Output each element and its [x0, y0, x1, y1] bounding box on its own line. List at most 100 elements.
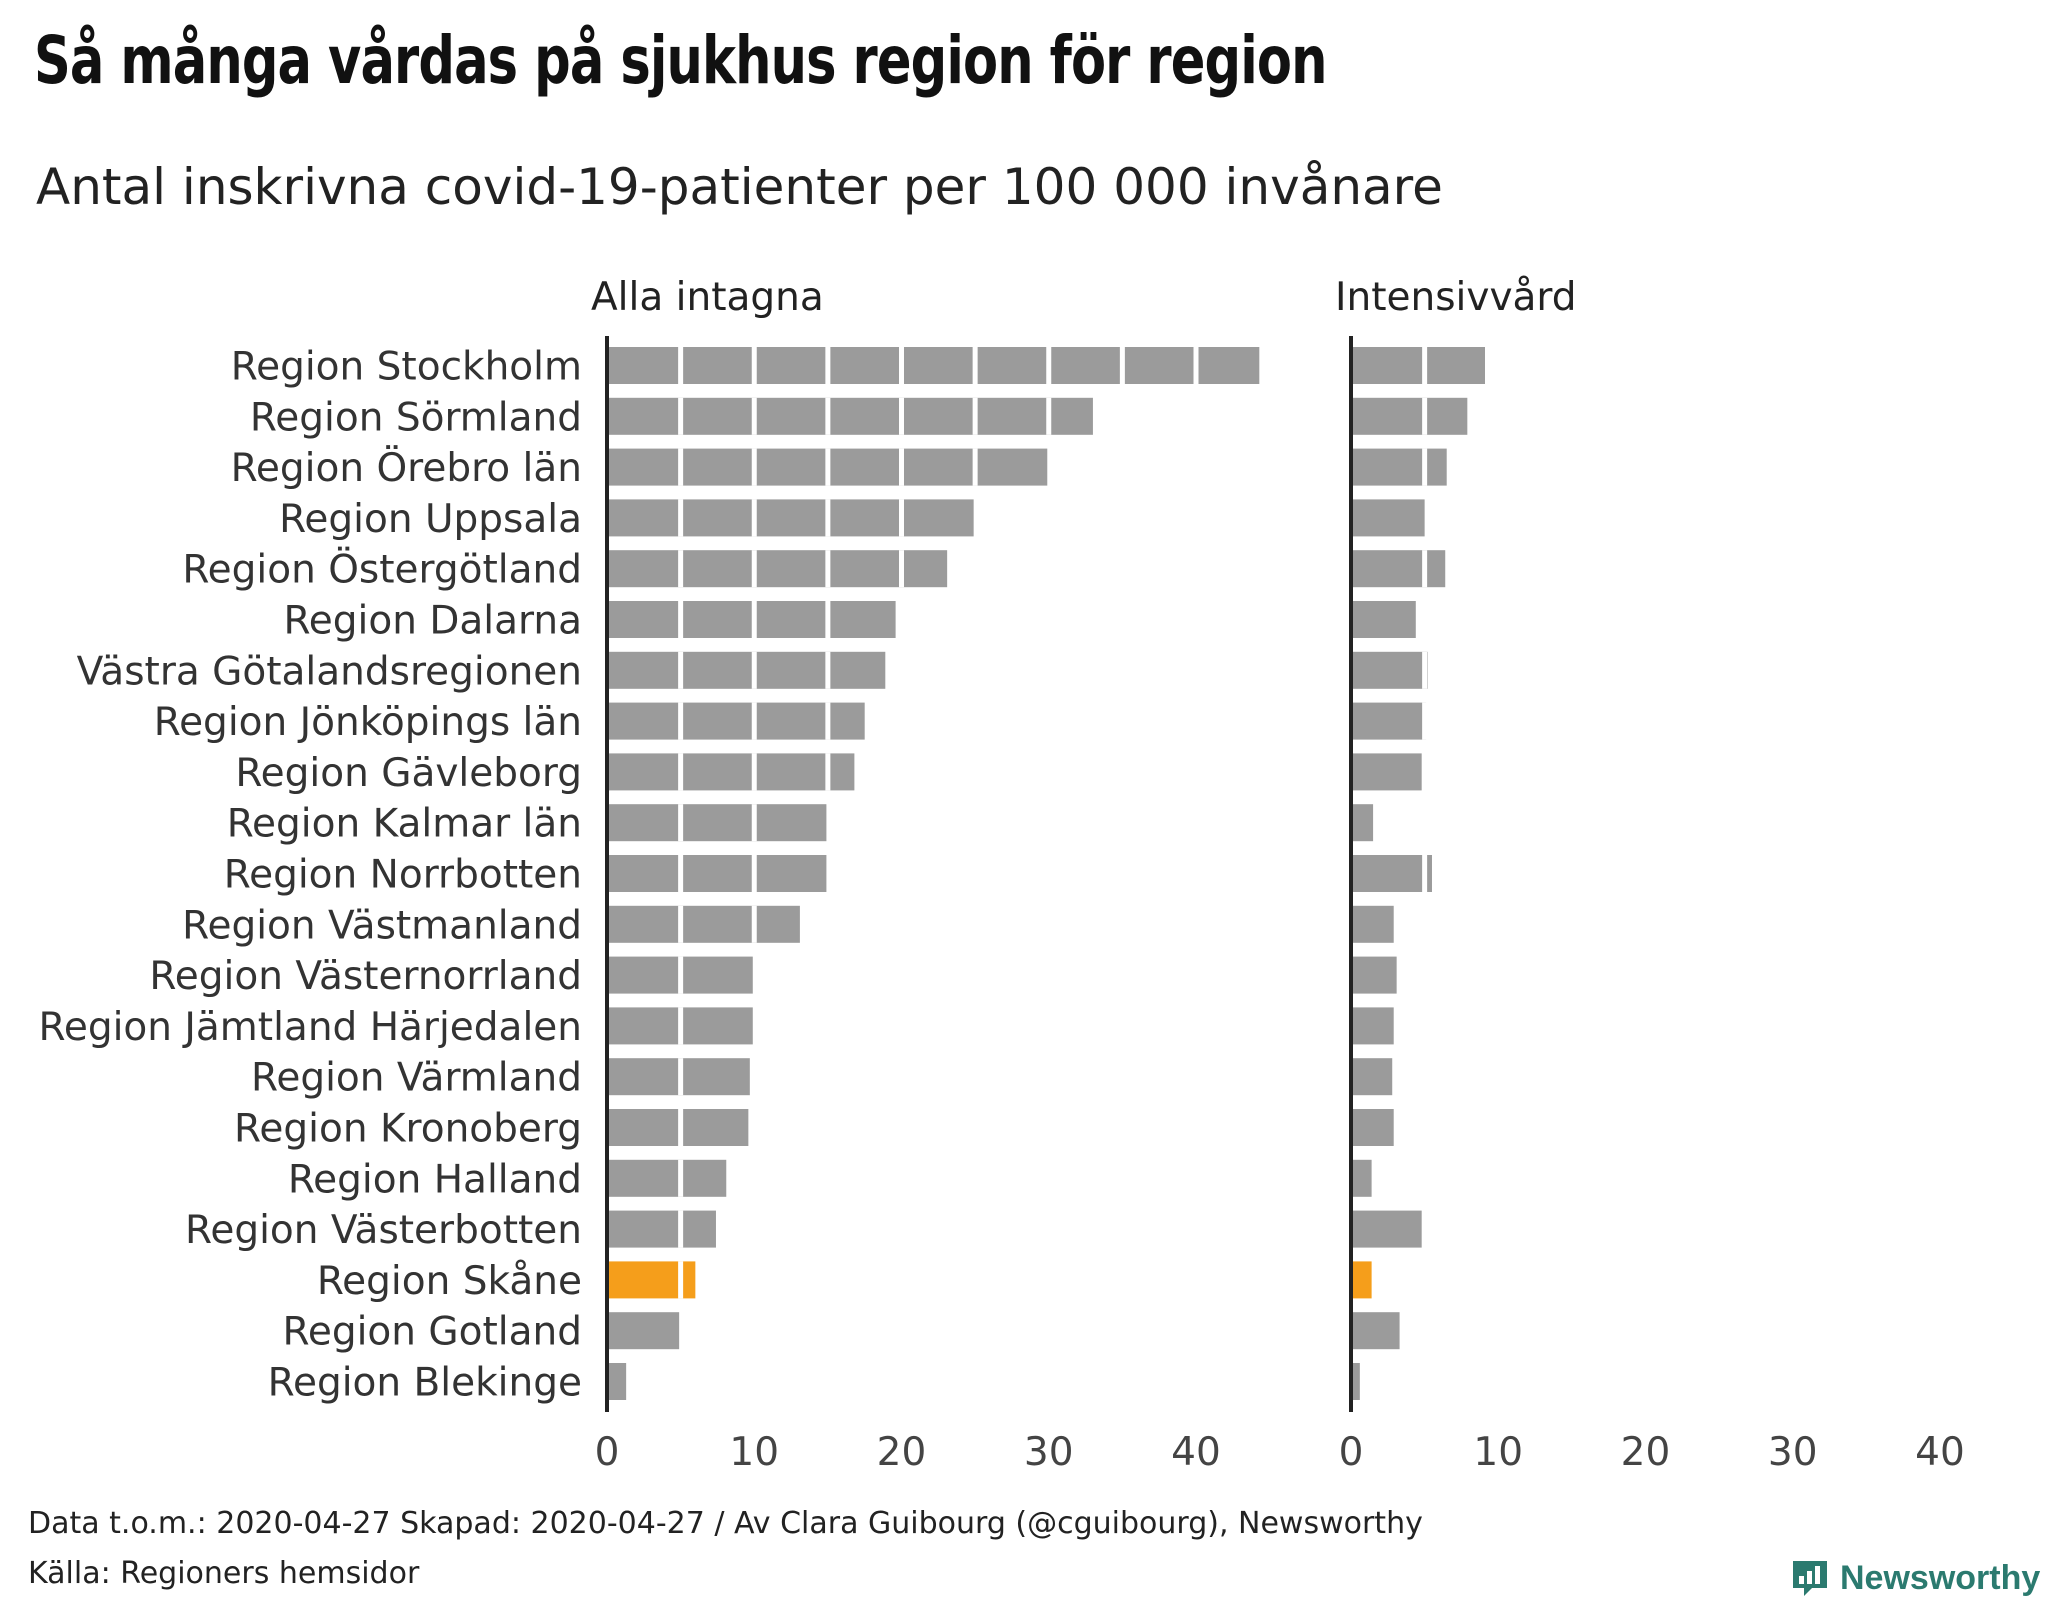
bar-segment-gap [751, 397, 757, 435]
category-label-region-gavleborg: Region Gävleborg [235, 751, 582, 796]
bar-alla-intagna-region-halland [607, 1159, 727, 1197]
bar-segment-gap [678, 397, 684, 435]
bar-segment-gap [751, 855, 757, 892]
newsworthy-logo[interactable]: Newsworthy [1790, 1558, 2040, 1598]
category-label-region-halland: Region Halland [288, 1157, 582, 1202]
bar-intensivvard-region-jonkopings-lan [1351, 702, 1427, 740]
bar-segment-gap [751, 550, 757, 588]
bar-intensivvard-region-gavleborg [1351, 753, 1422, 791]
bar-segment-gap [751, 905, 757, 943]
category-label-region-uppsala: Region Uppsala [279, 497, 582, 542]
chart-title: Så många vårdas på sjukhus region för re… [34, 22, 1327, 99]
bar-segment-gap [899, 347, 904, 384]
bar-segment-gap [825, 499, 831, 537]
bar-intensivvard-region-skane [1351, 1261, 1372, 1299]
bar-segment-gap [678, 1261, 684, 1299]
bar-segment-gap [1046, 347, 1052, 384]
x-tick-label-intensivvard: 30 [1768, 1430, 1818, 1470]
bar-segment-gap [678, 804, 684, 842]
category-label-vastra-gotalandsregionen: Västra Götalandsregionen [77, 649, 582, 694]
category-label-region-ostergotland: Region Östergötland [182, 547, 582, 593]
bar-intensivvard-region-gotland [1351, 1312, 1400, 1350]
bar-intensivvard-region-uppsala [1351, 499, 1425, 537]
bar-segment-gap [751, 347, 757, 384]
x-tick-label-alla-intagna: 30 [1024, 1430, 1074, 1470]
bar-segment-gap [678, 1109, 684, 1146]
bar-alla-intagna-region-stockholm [607, 347, 1260, 384]
category-label-region-orebro-lan: Region Örebro län [231, 445, 582, 491]
bar-intensivvard-region-dalarna [1351, 601, 1416, 638]
category-label-region-kalmar-lan: Region Kalmar län [227, 802, 582, 847]
bar-segment-gap [1193, 347, 1199, 384]
bar-chart-logo-icon [1793, 1561, 1827, 1596]
bar-segment-gap [751, 804, 757, 842]
bar-segment-gap [972, 397, 978, 435]
bar-segment-gap [751, 448, 757, 486]
bar-segment-gap [825, 601, 831, 638]
chart-subtitle: Antal inskrivna covid-19-patienter per 1… [36, 158, 1443, 216]
x-tick-label-intensivvard: 40 [1915, 1430, 1965, 1470]
bar-intensivvard-region-jamtland-harjedalen [1351, 1007, 1394, 1045]
bar-segment-gap [1119, 347, 1125, 384]
bar-intensivvard-region-kalmar-lan [1351, 804, 1374, 842]
panel-title-alla-intagna: Alla intagna [591, 275, 824, 320]
bar-segment-gap [1422, 702, 1428, 740]
x-tick-label-intensivvard: 20 [1621, 1430, 1671, 1470]
bar-segment-gap [825, 347, 831, 384]
category-label-region-stockholm: Region Stockholm [231, 345, 582, 390]
x-tick-label-alla-intagna: 0 [595, 1430, 620, 1470]
bar-alla-intagna-region-sormland [607, 397, 1093, 435]
bar-segment-gap [1422, 651, 1428, 689]
x-tick-label-intensivvard: 0 [1339, 1430, 1364, 1470]
footer-credits: Data t.o.m.: 2020-04-27 Skapad: 2020-04-… [28, 1506, 1423, 1541]
bar-intensivvard-region-vasternorrland [1351, 956, 1397, 994]
bar-segment-gap [678, 347, 684, 384]
category-label-region-sormland: Region Sörmland [250, 395, 582, 440]
bar-intensivvard-region-orebro-lan [1351, 448, 1447, 486]
footer-source: Källa: Regioners hemsidor [28, 1556, 420, 1591]
bar-segment-gap [972, 347, 978, 384]
bar-segment-gap [678, 499, 684, 537]
bar-alla-intagna-vastra-gotalandsregionen [607, 651, 886, 689]
bar-segment-gap [678, 753, 684, 791]
x-tick-label-intensivvard: 10 [1473, 1430, 1523, 1470]
panel-title-intensivvard: Intensivvård [1335, 275, 1577, 320]
bar-segment-gap [678, 702, 684, 740]
bar-alla-intagna-region-jonkopings-lan [607, 702, 865, 740]
bar-segment-gap [678, 550, 684, 588]
category-label-region-dalarna: Region Dalarna [283, 599, 582, 644]
bar-segment-gap [1046, 397, 1052, 435]
bar-segment-gap [899, 499, 904, 537]
category-label-region-blekinge: Region Blekinge [268, 1361, 582, 1406]
bar-segment-gap [1422, 855, 1428, 892]
category-label-region-jamtland-harjedalen: Region Jämtland Härjedalen [39, 1005, 583, 1050]
category-label-region-vastmanland: Region Västmanland [182, 903, 582, 948]
bar-segment-gap [678, 1210, 684, 1248]
bar-intensivvard-region-halland [1351, 1159, 1372, 1197]
bar-intensivvard-region-kronoberg [1351, 1109, 1394, 1146]
bar-intensivvard-region-stockholm [1351, 347, 1485, 384]
bar-intensivvard-region-norrbotten [1351, 855, 1432, 892]
bar-segment-gap [678, 905, 684, 943]
x-tick-label-alla-intagna: 40 [1171, 1430, 1221, 1470]
bar-segment-gap [825, 397, 831, 435]
category-label-region-vasternorrland: Region Västernorrland [149, 954, 582, 999]
chart: Region Stockholm Region Sörmland Region Ör… [39, 275, 1965, 1470]
bar-alla-intagna-region-kalmar-lan [607, 804, 827, 842]
x-tick-label-alla-intagna: 10 [729, 1430, 779, 1470]
bar-alla-intagna-region-vastmanland [607, 905, 800, 943]
bar-segment-gap [825, 753, 831, 791]
bar-alla-intagna-region-gotland [607, 1312, 680, 1350]
category-label-region-kronoberg: Region Kronoberg [234, 1107, 582, 1152]
bar-segment-gap [899, 397, 904, 435]
category-label-region-vasterbotten: Region Västerbotten [185, 1208, 582, 1253]
category-label-region-skane: Region Skåne [317, 1259, 582, 1304]
bar-intensivvard-region-varmland [1351, 1058, 1393, 1096]
bar-alla-intagna-region-norrbotten [607, 855, 827, 892]
bar-segment-gap [825, 702, 831, 740]
bar-alla-intagna-region-vasterbotten [607, 1210, 716, 1248]
bar-segment-gap [825, 651, 831, 689]
bar-segment-gap [1422, 550, 1428, 588]
bar-segment-gap [678, 1007, 684, 1045]
bar-alla-intagna-region-ostergotland [607, 550, 948, 588]
